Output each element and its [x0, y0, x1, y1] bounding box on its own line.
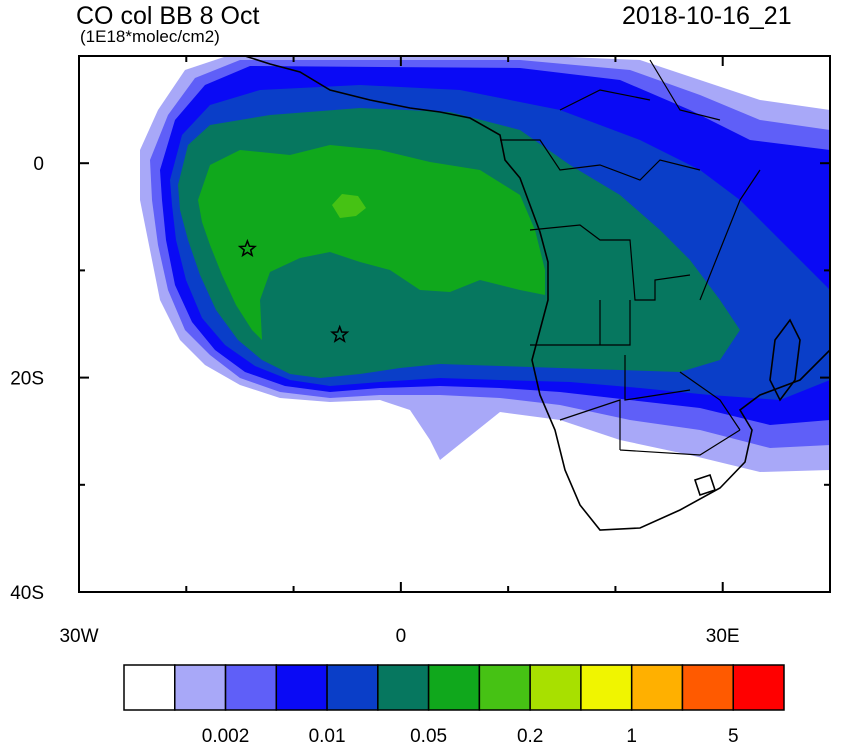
lesotho-outline — [693, 473, 717, 497]
colorbar: 0.002 0.01 0.05 0.2 1 5 — [123, 664, 785, 747]
y-tick-label: 0 — [33, 154, 44, 175]
colorbar-swatch — [427, 664, 481, 711]
units-label: (1E18*molec/cm2) — [80, 27, 220, 46]
x-axis-ticks: 30W 0 30E — [59, 56, 831, 647]
y-axis-ticks: 0 20S 40S — [10, 55, 830, 604]
colorbar-swatch — [224, 664, 278, 711]
map-frame — [78, 55, 831, 593]
colorbar-swatch — [630, 664, 684, 711]
madagascar-outline — [769, 318, 801, 402]
colorbar-swatch — [681, 664, 734, 711]
colorbar-swatch — [123, 664, 176, 711]
colorbar-swatch — [326, 664, 379, 711]
x-tick-label: 30E — [706, 626, 740, 647]
colorbar-label: 0.002 — [202, 726, 250, 747]
colorbar-swatch — [174, 664, 227, 711]
star-marker-icon — [237, 238, 257, 258]
colorbar-swatch — [529, 664, 582, 711]
colorbar-label: 0.05 — [410, 726, 447, 747]
colorbar-swatch — [580, 664, 633, 711]
colorbar-label: 0.2 — [517, 726, 543, 747]
colorbar-swatch — [275, 664, 328, 711]
contour-level-6 — [198, 145, 545, 340]
x-tick-label: 30W — [59, 626, 98, 647]
contour-level-7 — [332, 194, 366, 218]
colorbar-swatch — [377, 664, 430, 711]
y-tick-label: 40S — [10, 583, 44, 604]
africa-coastline — [244, 56, 830, 531]
country-borders — [500, 59, 761, 456]
colorbar-label: 1 — [626, 726, 637, 747]
colorbar-label: 5 — [728, 726, 739, 747]
colorbar-swatch — [732, 664, 785, 711]
colorbar-swatch — [478, 664, 531, 711]
site-markers — [237, 238, 350, 343]
coastlines — [244, 56, 830, 531]
x-tick-label: 0 — [396, 626, 407, 647]
datetime-label: 2018-10-16_21 — [622, 2, 792, 30]
map-title: CO col BB 8 Oct — [76, 2, 260, 30]
colorbar-label: 0.01 — [309, 726, 346, 747]
star-marker-icon — [330, 324, 350, 343]
y-tick-label: 20S — [10, 369, 44, 390]
co-concentration-field — [140, 56, 830, 472]
